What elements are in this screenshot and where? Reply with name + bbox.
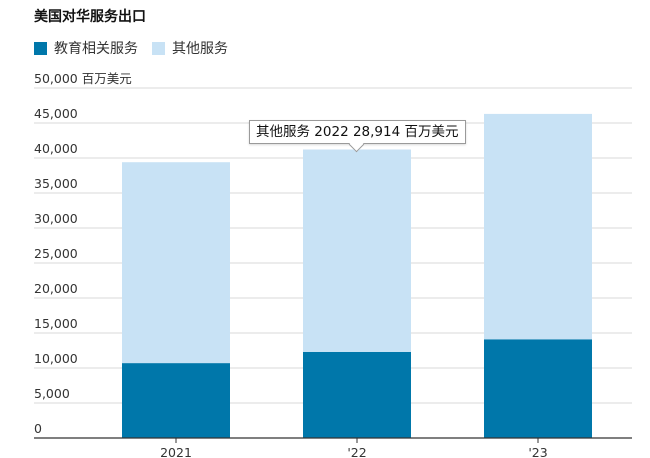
legend-swatch-education — [34, 41, 47, 55]
y-tick-label: 0 — [34, 421, 42, 436]
bar-other-0 — [122, 162, 230, 364]
x-tick-label: '22 — [347, 445, 366, 458]
y-tick-label: 15,000 — [34, 316, 78, 331]
legend-label-education: 教育相关服务 — [54, 41, 138, 57]
bar-other-1 — [303, 149, 411, 352]
y-tick-label: 30,000 — [34, 211, 78, 226]
bar-education-1 — [303, 351, 411, 438]
y-tick-label: 5,000 — [34, 386, 70, 401]
y-tick-label: 20,000 — [34, 281, 78, 296]
tooltip: 其他服务 2022 28,914 百万美元 — [249, 120, 466, 144]
legend: 教育相关服务 其他服务 — [34, 38, 242, 58]
bar-education-2 — [484, 339, 592, 438]
y-tick-label: 50,000 百万美元 — [34, 71, 132, 86]
tooltip-unit: 百万美元 — [404, 124, 459, 140]
x-tick-label: 2021 — [160, 445, 192, 458]
tooltip-series: 其他服务 — [256, 124, 310, 140]
tooltip-year: 2022 — [314, 124, 349, 140]
bar-other-2 — [484, 113, 592, 340]
y-tick-label: 10,000 — [34, 351, 78, 366]
x-tick-label: '23 — [528, 445, 547, 458]
y-tick-label: 40,000 — [34, 141, 78, 156]
legend-label-other: 其他服务 — [172, 41, 228, 57]
y-tick-label: 45,000 — [34, 106, 78, 121]
chart-title: 美国对华服务出口 — [34, 9, 146, 25]
y-tick-label: 25,000 — [34, 246, 78, 261]
y-tick-label: 35,000 — [34, 176, 78, 191]
bar-education-0 — [122, 363, 230, 438]
legend-item-education[interactable]: 教育相关服务 — [34, 38, 138, 58]
legend-item-other[interactable]: 其他服务 — [152, 38, 228, 58]
legend-swatch-other — [152, 41, 165, 55]
tooltip-value: 28,914 — [352, 124, 401, 140]
